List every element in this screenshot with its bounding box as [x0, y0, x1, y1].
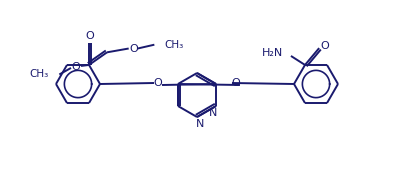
Text: CH₃: CH₃ — [29, 70, 48, 79]
Text: N: N — [209, 108, 217, 118]
Text: N: N — [196, 119, 204, 129]
Text: H₂N: H₂N — [262, 48, 283, 58]
Text: O: O — [86, 31, 94, 41]
Text: CH₃: CH₃ — [164, 40, 183, 50]
Text: O: O — [129, 44, 138, 54]
Text: O: O — [154, 78, 162, 88]
Text: O: O — [231, 78, 240, 88]
Text: O: O — [71, 62, 80, 72]
Text: O: O — [321, 41, 330, 51]
